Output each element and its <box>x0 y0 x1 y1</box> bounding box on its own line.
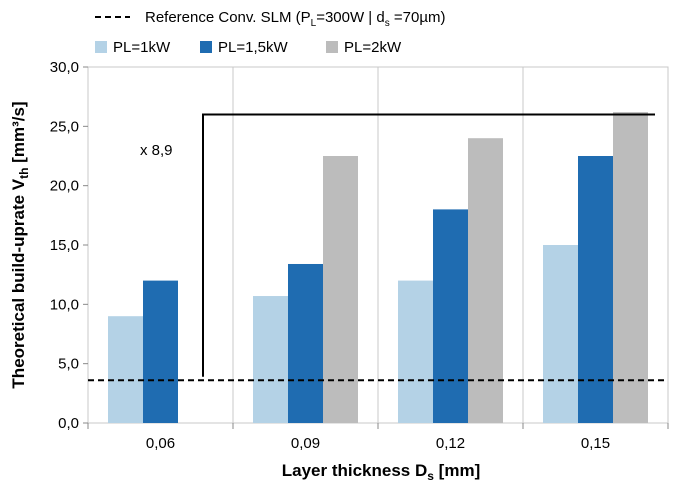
x-tick-label: 0,06 <box>146 435 175 452</box>
bar-pl-1kw <box>543 245 578 423</box>
y-tick-label: 5,0 <box>58 356 79 373</box>
series-legend: PL=1kW PL=1,5kW PL=2kW <box>95 39 402 56</box>
x-axis-title: Layer thickness Ds [mm] <box>282 461 480 483</box>
legend-swatch <box>95 41 107 53</box>
bar-pl-1-5kw <box>288 263 323 423</box>
annotation-label: x 8,9 <box>140 142 173 159</box>
bar-pl-1-5kw <box>433 209 468 423</box>
x-tick-label: 0,09 <box>291 435 320 452</box>
y-tick-label: 15,0 <box>50 237 79 254</box>
plot-area: 0,0 5,0 10,0 15,0 20,0 25,0 30,0 0,06 0,09 0,12 0,… <box>50 59 669 452</box>
y-axis-title: Theoretical build-uprate Vth [mm³/s] <box>9 101 31 388</box>
y-tick-label: 25,0 <box>50 118 79 135</box>
y-tick-label: 30,0 <box>50 59 79 76</box>
legend: Reference Conv. SLM (PL=300W | ds =70µm)… <box>95 9 445 56</box>
bar-pl-1kw <box>398 280 433 423</box>
legend-label: PL=1,5kW <box>218 39 288 56</box>
x-tick-label: 0,15 <box>581 435 610 452</box>
bar-pl-2kw <box>323 156 358 423</box>
legend-reference-label: Reference Conv. SLM (PL=300W | ds =70µm) <box>145 9 445 29</box>
legend-label: PL=1kW <box>113 39 171 56</box>
y-tick-label: 20,0 <box>50 178 79 195</box>
bar-pl-1-5kw <box>578 156 613 423</box>
bar-pl-1kw <box>108 316 143 423</box>
bar-pl-2kw <box>613 112 648 424</box>
legend-swatch <box>200 41 212 53</box>
legend-swatch <box>326 41 338 53</box>
bar-pl-1kw <box>253 296 288 423</box>
bar-pl-1-5kw <box>143 280 178 423</box>
legend-item: PL=1,5kW <box>200 39 288 56</box>
legend-label: PL=2kW <box>344 39 402 56</box>
bar-pl-2kw <box>468 138 503 423</box>
legend-item: PL=1kW <box>95 39 171 56</box>
annotation-bracket <box>202 113 655 377</box>
y-tick-label: 0,0 <box>58 415 79 432</box>
y-tick-label: 10,0 <box>50 296 79 313</box>
x-tick-label: 0,12 <box>436 435 465 452</box>
legend-item: PL=2kW <box>326 39 402 56</box>
